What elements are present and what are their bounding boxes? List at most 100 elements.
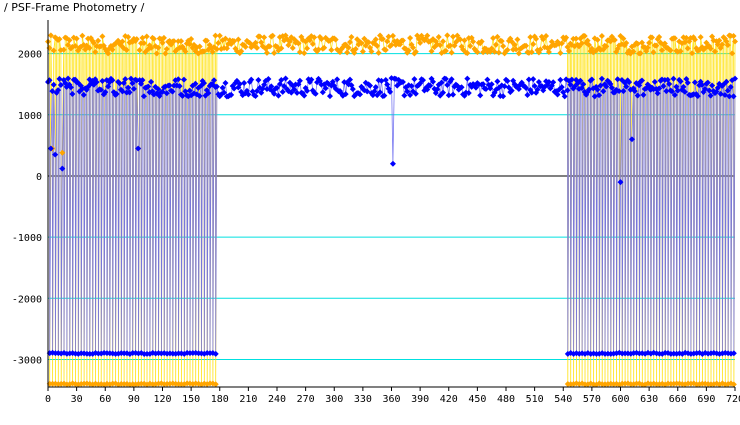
orange-point [295, 40, 302, 47]
blue-point [488, 81, 495, 88]
orange-point [578, 40, 585, 47]
blue-point [626, 79, 633, 86]
orange-point [689, 50, 696, 57]
orange-point [374, 42, 381, 49]
series-points [45, 32, 738, 388]
orange-point [124, 380, 131, 387]
orange-point [269, 32, 276, 39]
orange-point [558, 40, 565, 47]
orange-point [90, 39, 97, 46]
blue-point [730, 93, 737, 100]
orange-point [328, 46, 335, 53]
orange-point [263, 49, 270, 56]
blue-point [322, 85, 329, 92]
blue-point [93, 79, 100, 86]
orange-point [677, 48, 684, 55]
orange-point [719, 41, 726, 48]
blue-point [681, 88, 688, 95]
x-tick-label: 720 [726, 394, 740, 405]
blue-point [717, 90, 724, 97]
blue-point [680, 83, 687, 90]
blue-point [594, 86, 601, 93]
orange-point [304, 45, 311, 52]
orange-point [442, 47, 449, 54]
blue-point [364, 88, 371, 95]
orange-point [634, 40, 641, 47]
blue-point [671, 91, 678, 98]
x-tick-label: 210 [239, 394, 257, 405]
orange-point [730, 33, 737, 40]
blue-point [236, 80, 243, 87]
orange-point [623, 39, 630, 46]
orange-point [382, 47, 389, 54]
blue-point [128, 75, 135, 82]
blue-point [530, 76, 537, 83]
blue-point [554, 91, 561, 98]
blue-point [528, 89, 535, 96]
x-tick-label: 240 [268, 394, 286, 405]
blue-point [617, 179, 624, 186]
blue-point [308, 76, 315, 83]
orange-point [637, 50, 644, 57]
orange-point [494, 33, 501, 40]
blue-point [508, 87, 515, 94]
blue-point [219, 84, 226, 91]
blue-point [614, 76, 621, 83]
blue-point [55, 87, 62, 94]
orange-point [537, 46, 544, 53]
orange-point [498, 38, 505, 45]
orange-point [359, 48, 366, 55]
blue-point [169, 88, 176, 95]
blue-point [80, 91, 87, 98]
blue-point [484, 76, 491, 83]
blue-point [268, 83, 275, 90]
blue-point [640, 91, 647, 98]
orange-point [379, 35, 386, 42]
orange-point [163, 45, 170, 52]
blue-point [265, 75, 272, 82]
orange-point [697, 34, 704, 41]
orange-point [527, 34, 534, 41]
y-tick-label: 1000 [18, 111, 42, 122]
blue-point [580, 81, 587, 88]
blue-point [545, 79, 552, 86]
orange-point [508, 38, 515, 45]
orange-point [122, 33, 129, 40]
blue-point [616, 88, 623, 95]
orange-point [79, 32, 86, 39]
orange-point [573, 35, 580, 42]
orange-point [437, 42, 444, 49]
x-tick-label: 120 [153, 394, 171, 405]
x-tick-label: 630 [640, 394, 658, 405]
blue-point [145, 83, 152, 90]
orange-point [543, 32, 550, 39]
x-tick-label: 660 [669, 394, 687, 405]
orange-point [384, 38, 391, 45]
orange-point [201, 48, 208, 55]
orange-point [405, 47, 412, 54]
blue-point [319, 89, 326, 96]
orange-point [212, 32, 219, 39]
blue-point [465, 89, 472, 96]
orange-point [707, 45, 714, 52]
blue-point [408, 82, 415, 89]
blue-point [296, 77, 303, 84]
orange-point [474, 49, 481, 56]
orange-point [148, 44, 155, 51]
blue-point [591, 93, 598, 100]
orange-point [684, 45, 691, 52]
orange-point [261, 34, 268, 41]
orange-point [215, 39, 222, 46]
blue-point [564, 87, 571, 94]
orange-point [650, 49, 657, 56]
orange-point [109, 46, 116, 53]
orange-point [136, 47, 143, 54]
blue-point [228, 91, 235, 98]
blue-point [677, 78, 684, 85]
orange-point [581, 32, 588, 39]
blue-point [531, 82, 538, 89]
blue-point [482, 85, 489, 92]
blue-point [342, 91, 349, 98]
orange-point [389, 32, 396, 39]
blue-point [102, 89, 109, 96]
